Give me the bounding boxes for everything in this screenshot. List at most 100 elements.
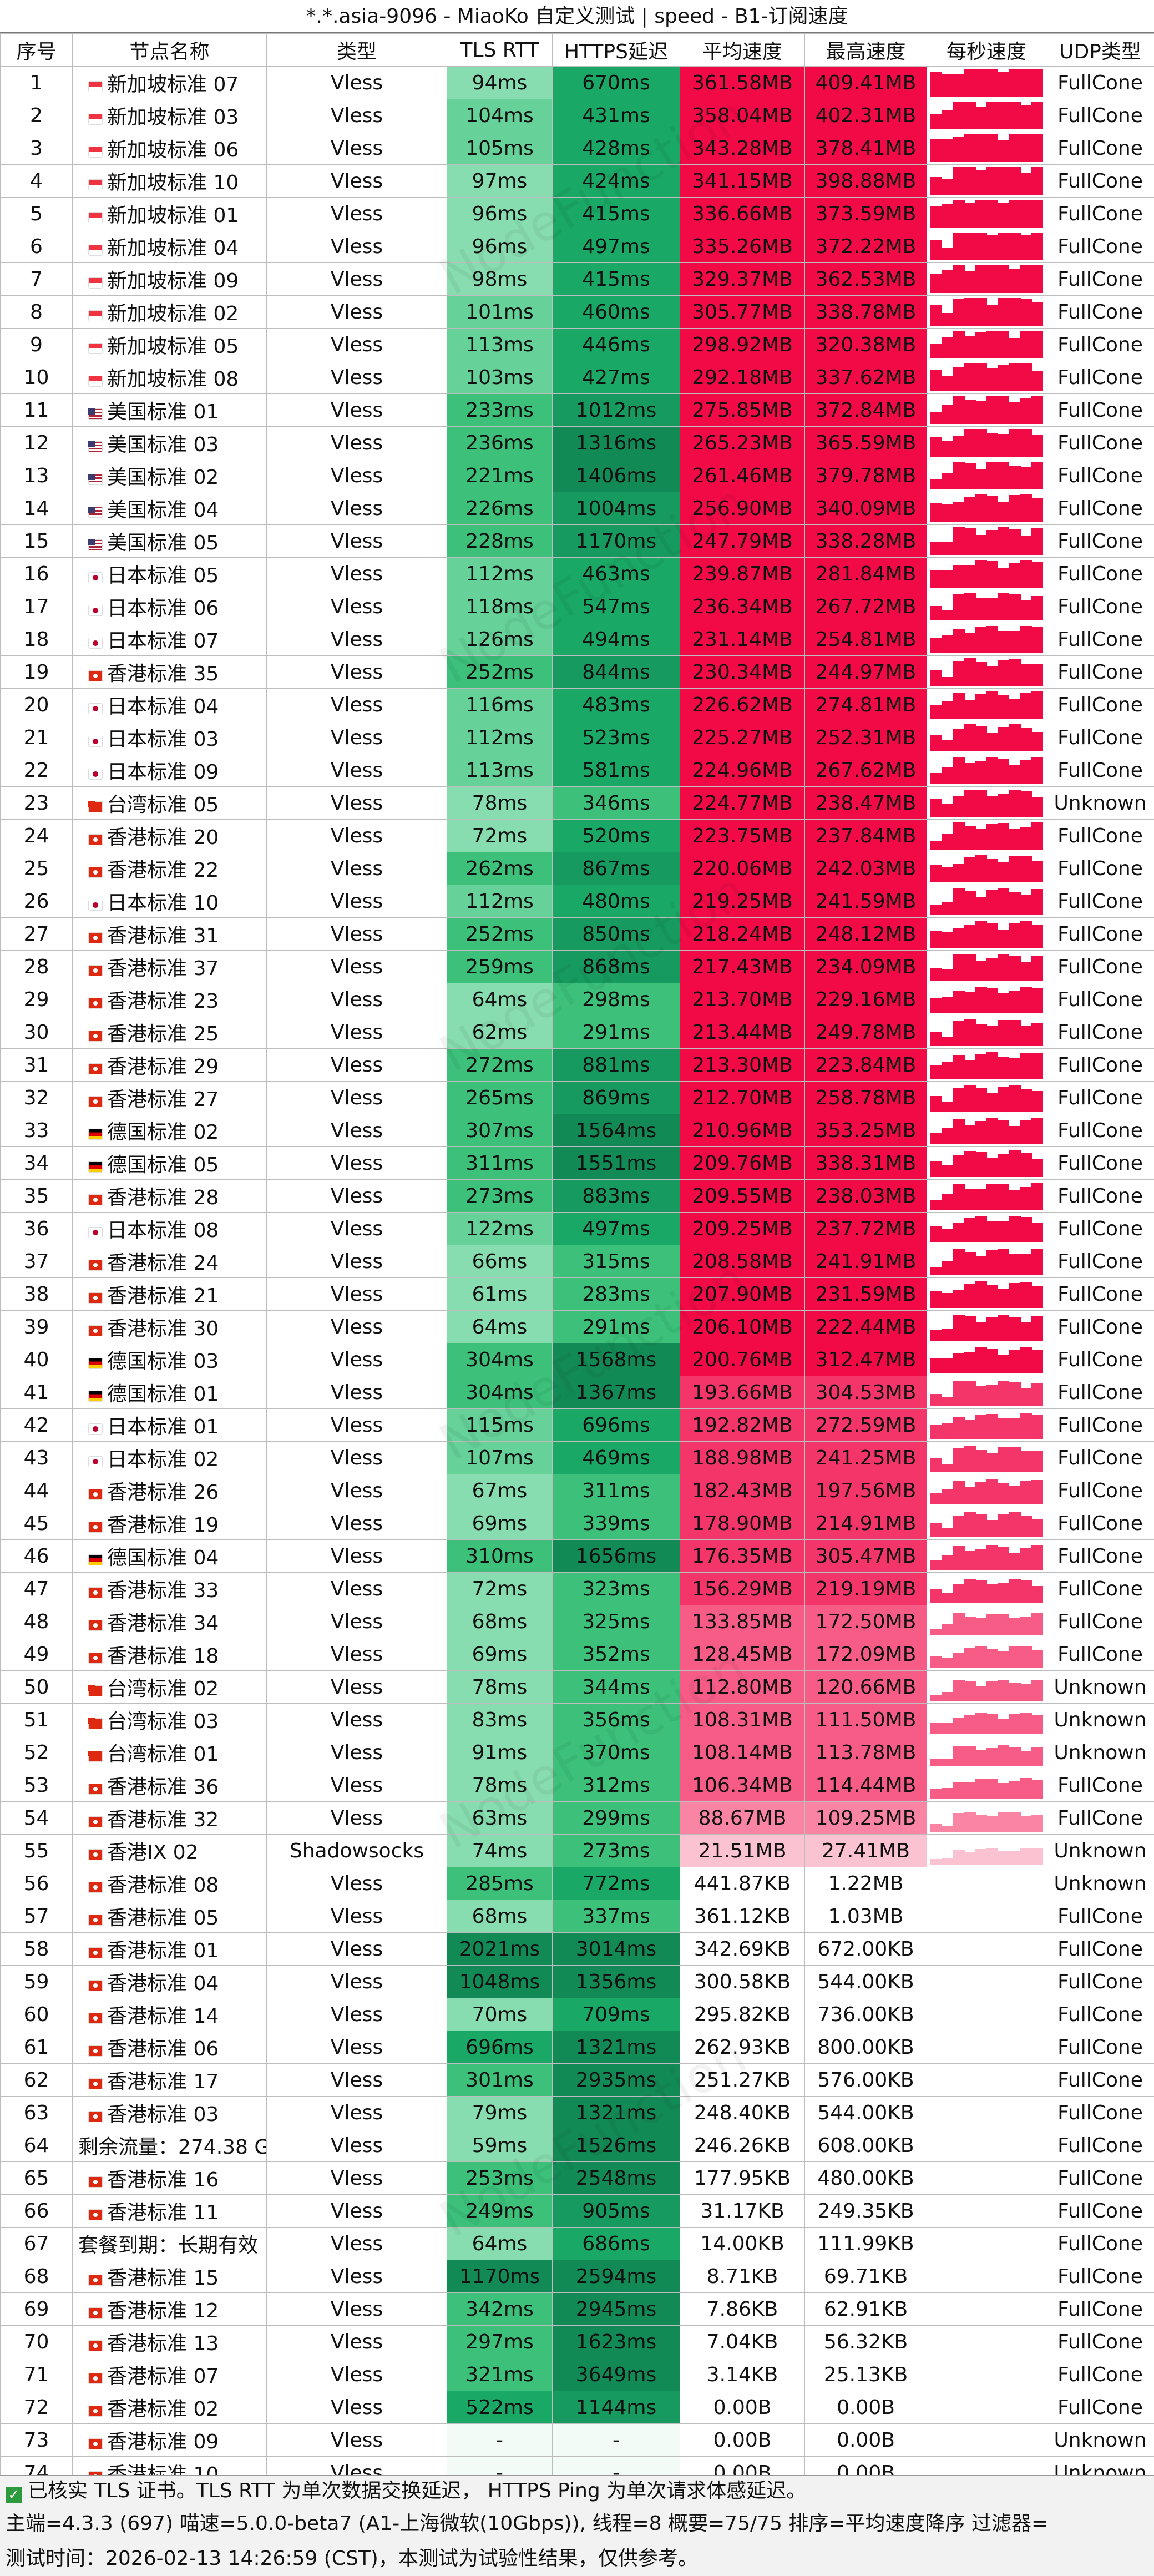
table-row[interactable]: 13 美国标准 02 Vless 221ms 1406ms 261.46MB 379.78M… xyxy=(0,459,1154,492)
table-row[interactable]: 47 香港标准 33 Vless 72ms 323ms 156.29MB 219.19MB F… xyxy=(0,1572,1154,1605)
header-type[interactable]: 类型 xyxy=(266,33,447,67)
footer-line-1: 已核实 TLS 证书。TLS RTT 为单次数据交换延迟， HTTPS Ping… xyxy=(28,2479,807,2502)
avg-speed-cell: 220.06MB xyxy=(680,852,805,885)
avg-speed-cell: 298.92MB xyxy=(680,328,805,361)
table-row[interactable]: 65 香港标准 16 Vless 253ms 2548ms 177.95KB 480.00K… xyxy=(0,2161,1154,2195)
table-row[interactable]: 73 香港标准 09 Vless - -0.00B 0.00B Unknown xyxy=(0,2423,1154,2457)
table-row[interactable]: 19 香港标准 35 Vless 252ms 844ms 230.34MB 244.97MB… xyxy=(0,655,1154,689)
table-row[interactable]: 17 日本标准 06 Vless 118ms 547ms 236.34MB 267.72MB… xyxy=(0,590,1154,623)
header-udp-type[interactable]: UDP类型 xyxy=(1046,33,1154,67)
table-row[interactable]: 49 香港标准 18 Vless 69ms 352ms 128.45MB 172.09MB F… xyxy=(0,1638,1154,1671)
table-row[interactable]: 51 台湾标准 03 Vless 83ms 356ms 108.31MB 111.50MB U… xyxy=(0,1703,1154,1736)
table-row[interactable]: 48 香港标准 34 Vless 68ms 325ms 133.85MB 172.50MB F… xyxy=(0,1605,1154,1638)
table-row[interactable]: 34 德国标准 05 Vless 311ms 1551ms 209.76MB 338.31M… xyxy=(0,1146,1154,1180)
table-row[interactable]: 50 台湾标准 02 Vless 78ms 344ms 112.80MB 120.66MB U… xyxy=(0,1670,1154,1704)
table-row[interactable]: 33 德国标准 02 Vless 307ms 1564ms 210.96MB 353.25M… xyxy=(0,1114,1154,1147)
table-row[interactable]: 9 新加坡标准 05 Vless 113ms 446ms 298.92MB 320.38MB… xyxy=(0,328,1154,361)
table-row[interactable]: 1 新加坡标准 07 Vless 94ms 670ms 361.58MB 409.41MB F… xyxy=(0,66,1154,99)
header-per-second-speed[interactable]: 每秒速度 xyxy=(927,33,1046,67)
de-flag-icon xyxy=(88,1554,103,1565)
table-row[interactable]: 63 香港标准 03 Vless 79ms 1321ms 248.40KB 544.00KB… xyxy=(0,2096,1154,2129)
node-name-cell: 台湾标准 03 xyxy=(72,1703,267,1736)
table-row[interactable]: 39 香港标准 30 Vless 64ms 291ms 206.10MB 222.44MB F… xyxy=(0,1310,1154,1343)
table-row[interactable]: 45 香港标准 19 Vless 69ms 339ms 178.90MB 214.91MB F… xyxy=(0,1507,1154,1540)
table-row[interactable]: 52 台湾标准 01 Vless 91ms 370ms 108.14MB 113.78MB U… xyxy=(0,1736,1154,1769)
sparkline-bar xyxy=(953,1516,965,1537)
table-row[interactable]: 21 日本标准 03 Vless 112ms 523ms 225.27MB 252.31MB… xyxy=(0,721,1154,754)
table-row[interactable]: 59 香港标准 04 Vless 1048ms 1356ms 300.58KB 544.00… xyxy=(0,1965,1154,1998)
https-delay-cell: 2945ms xyxy=(552,2292,680,2326)
table-row[interactable]: 58 香港标准 01 Vless 2021ms 3014ms 342.69KB 672.00… xyxy=(0,1932,1154,1966)
node-type: Vless xyxy=(266,1179,447,1213)
udp-type: FullCone xyxy=(1046,197,1154,230)
table-row[interactable]: 43 日本标准 02 Vless 107ms 469ms 188.98MB 241.25MB… xyxy=(0,1441,1154,1474)
sparkline-bar xyxy=(1020,1848,1032,1865)
table-row[interactable]: 24 香港标准 20 Vless 72ms 520ms 223.75MB 237.84MB F… xyxy=(0,819,1154,852)
header-https-delay[interactable]: HTTPS延迟 xyxy=(552,33,680,67)
table-row[interactable]: 11 美国标准 01 Vless 233ms 1012ms 275.85MB 372.84M… xyxy=(0,393,1154,427)
table-row[interactable]: 62 香港标准 17 Vless 301ms 2935ms 251.27KB 576.00K… xyxy=(0,2063,1154,2097)
table-row[interactable]: 27 香港标准 31 Vless 252ms 850ms 218.24MB 248.12MB… xyxy=(0,917,1154,951)
table-row[interactable]: 10 新加坡标准 08 Vless 103ms 427ms 292.18MB 337.62M… xyxy=(0,361,1154,394)
table-row[interactable]: 25 香港标准 22 Vless 262ms 867ms 220.06MB 242.03MB… xyxy=(0,852,1154,885)
table-row[interactable]: 23 台湾标准 05 Vless 78ms 346ms 224.77MB 238.47MB U… xyxy=(0,786,1154,820)
table-row[interactable]: 3 新加坡标准 06 Vless 105ms 428ms 343.28MB 378.41MB… xyxy=(0,132,1154,165)
header-index[interactable]: 序号 xyxy=(0,33,73,67)
table-row[interactable]: 16 日本标准 05 Vless 112ms 463ms 239.87MB 281.84MB… xyxy=(0,557,1154,590)
sparkline-bar xyxy=(986,987,999,1013)
table-row[interactable]: 6 新加坡标准 04 Vless 96ms 497ms 335.26MB 372.22MB F… xyxy=(0,230,1154,263)
table-row[interactable]: 70 香港标准 13 Vless 297ms 1623ms 7.04KB 56.32KB Fu… xyxy=(0,2325,1154,2358)
header-node-name[interactable]: 节点名称 xyxy=(72,33,267,67)
table-row[interactable]: 29 香港标准 23 Vless 64ms 298ms 213.70MB 229.16MB F… xyxy=(0,983,1154,1016)
table-row[interactable]: 8 新加坡标准 02 Vless 101ms 460ms 305.77MB 338.78MB… xyxy=(0,295,1154,329)
table-row[interactable]: 64 剩余流量：274.38 GB Vless 59ms 1526ms 246.26KB 6… xyxy=(0,2129,1154,2162)
table-row[interactable]: 35 香港标准 28 Vless 273ms 883ms 209.55MB 238.03MB… xyxy=(0,1179,1154,1213)
table-row[interactable]: 38 香港标准 21 Vless 61ms 283ms 207.90MB 231.59MB F… xyxy=(0,1277,1154,1311)
table-row[interactable]: 4 新加坡标准 10 Vless 97ms 424ms 341.15MB 398.88MB F… xyxy=(0,164,1154,198)
table-row[interactable]: 18 日本标准 07 Vless 126ms 494ms 231.14MB 254.81MB… xyxy=(0,623,1154,656)
table-row[interactable]: 36 日本标准 08 Vless 122ms 497ms 209.25MB 237.72MB… xyxy=(0,1212,1154,1245)
table-row[interactable]: 44 香港标准 26 Vless 67ms 311ms 182.43MB 197.56MB F… xyxy=(0,1474,1154,1507)
table-row[interactable]: 7 新加坡标准 09 Vless 98ms 415ms 329.37MB 362.53MB F… xyxy=(0,262,1154,296)
table-row[interactable]: 57 香港标准 05 Vless 68ms 337ms 361.12KB 1.03MB Ful… xyxy=(0,1900,1154,1933)
table-row[interactable]: 42 日本标准 01 Vless 115ms 696ms 192.82MB 272.59MB… xyxy=(0,1408,1154,1442)
table-row[interactable]: 66 香港标准 11 Vless 249ms 905ms 31.17KB 249.35KB F… xyxy=(0,2194,1154,2228)
table-row[interactable]: 37 香港标准 24 Vless 66ms 315ms 208.58MB 241.91MB F… xyxy=(0,1245,1154,1278)
header-tls-rtt[interactable]: TLS RTT xyxy=(447,33,553,67)
per-second-sparkline xyxy=(927,721,1046,754)
sparkline-bar xyxy=(1020,1778,1032,1799)
table-row[interactable]: 15 美国标准 05 Vless 228ms 1170ms 247.79MB 338.28M… xyxy=(0,524,1154,558)
table-row[interactable]: 67 套餐到期：长期有效 Vless 64ms 686ms 14.00KB 111.99KB… xyxy=(0,2227,1154,2260)
table-row[interactable]: 56 香港标准 08 Vless 285ms 772ms 441.87KB 1.22MB Un… xyxy=(0,1867,1154,1900)
header-max-speed[interactable]: 最高速度 xyxy=(804,33,927,67)
table-row[interactable]: 5 新加坡标准 01 Vless 96ms 415ms 336.66MB 373.59MB F… xyxy=(0,197,1154,230)
tls-rtt-cell: 307ms xyxy=(447,1114,553,1147)
table-row[interactable]: 41 德国标准 01 Vless 304ms 1367ms 193.66MB 304.53M… xyxy=(0,1376,1154,1409)
table-row[interactable]: 2 新加坡标准 03 Vless 104ms 431ms 358.04MB 402.31MB… xyxy=(0,99,1154,132)
node-name: 香港标准 25 xyxy=(107,1023,219,1045)
table-row[interactable]: 12 美国标准 03 Vless 236ms 1316ms 265.23MB 365.59M… xyxy=(0,426,1154,459)
table-row[interactable]: 28 香港标准 37 Vless 259ms 868ms 217.43MB 234.09MB… xyxy=(0,950,1154,983)
table-row[interactable]: 26 日本标准 10 Vless 112ms 480ms 219.25MB 241.59MB… xyxy=(0,885,1154,918)
table-row[interactable]: 68 香港标准 15 Vless 1170ms 2594ms 8.71KB 69.71KB F… xyxy=(0,2260,1154,2293)
table-row[interactable]: 14 美国标准 04 Vless 226ms 1004ms 256.90MB 340.09M… xyxy=(0,492,1154,525)
header-avg-speed[interactable]: 平均速度 xyxy=(680,33,805,67)
table-row[interactable]: 71 香港标准 07 Vless 321ms 3649ms 3.14KB 25.13KB Fu… xyxy=(0,2358,1154,2391)
table-row[interactable]: 53 香港标准 36 Vless 78ms 312ms 106.34MB 114.44MB F… xyxy=(0,1769,1154,1802)
sparkline-bar xyxy=(1031,1023,1043,1046)
avg-speed-cell: 0.00B xyxy=(680,2423,805,2457)
table-row[interactable]: 20 日本标准 04 Vless 116ms 483ms 226.62MB 274.81MB… xyxy=(0,688,1154,721)
table-row[interactable]: 40 德国标准 03 Vless 304ms 1568ms 200.76MB 312.47M… xyxy=(0,1343,1154,1376)
table-row[interactable]: 61 香港标准 06 Vless 696ms 1321ms 262.93KB 800.00K… xyxy=(0,2031,1154,2064)
table-row[interactable]: 31 香港标准 29 Vless 272ms 881ms 213.30MB 223.84MB… xyxy=(0,1048,1154,1082)
table-row[interactable]: 72 香港标准 02 Vless 522ms 1144ms 0.00B 0.00B FullC… xyxy=(0,2391,1154,2424)
node-name: 香港标准 07 xyxy=(107,2365,219,2388)
table-row[interactable]: 55 香港IX 02 Shadowsocks 74ms 273ms 21.51MB 27.4… xyxy=(0,1834,1154,1867)
table-row[interactable]: 54 香港标准 32 Vless 63ms 299ms 88.67MB 109.25MB Fu… xyxy=(0,1801,1154,1835)
table-row[interactable]: 46 德国标准 04 Vless 310ms 1656ms 176.35MB 305.47M… xyxy=(0,1539,1154,1573)
table-row[interactable]: 60 香港标准 14 Vless 70ms 709ms 295.82KB 736.00KB F… xyxy=(0,1998,1154,2031)
table-row[interactable]: 30 香港标准 25 Vless 62ms 291ms 213.44MB 249.78MB F… xyxy=(0,1016,1154,1049)
table-row[interactable]: 69 香港标准 12 Vless 342ms 2945ms 7.86KB 62.91KB Fu… xyxy=(0,2292,1154,2326)
table-row[interactable]: 32 香港标准 27 Vless 265ms 869ms 212.70MB 258.78MB… xyxy=(0,1081,1154,1114)
table-row[interactable]: 22 日本标准 09 Vless 113ms 581ms 224.96MB 267.62MB… xyxy=(0,754,1154,787)
